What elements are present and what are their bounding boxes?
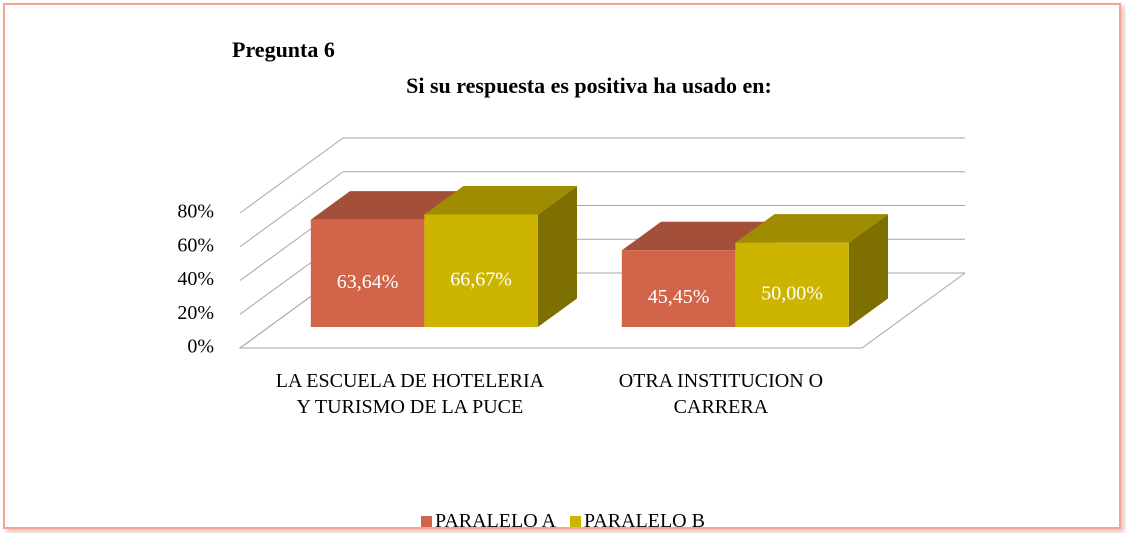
legend-swatch	[421, 516, 433, 527]
x-tick-label: LA ESCUELA DE HOTELERIA Y TURISMO DE LA …	[275, 370, 545, 418]
bar-side	[537, 185, 577, 327]
bar-top	[310, 191, 464, 220]
legend-swatch	[570, 516, 581, 527]
legend-item: PARALELO A	[421, 510, 556, 533]
value-label: 66,67%	[450, 268, 512, 290]
bar-top	[424, 185, 577, 215]
legend-label: PARALELO B	[584, 510, 705, 532]
y-tick-label: 80%	[177, 201, 214, 223]
bar-front	[310, 219, 425, 327]
grid-line	[239, 171, 344, 248]
bar: 50,00%	[735, 214, 888, 327]
chart-subtitle: Si su respuesta es positiva ha usado en:	[406, 73, 772, 98]
bar-front	[621, 250, 736, 327]
y-tick-label: 60%	[177, 234, 214, 256]
grid-line	[239, 137, 344, 214]
bar: 66,67%	[424, 185, 577, 327]
y-tick-label: 20%	[177, 302, 214, 324]
value-label: 45,45%	[648, 286, 710, 308]
bar-front	[735, 242, 849, 327]
y-tick-label: 40%	[177, 268, 214, 290]
y-tick-label: 0%	[187, 336, 214, 358]
x-tick-label: OTRA INSTITUCION O CARRERA	[618, 370, 824, 418]
bar-top	[735, 214, 888, 243]
legend: PARALELO A PARALELO B	[0, 510, 1126, 533]
chart-title: Pregunta 6	[232, 37, 335, 62]
bar-front	[424, 214, 538, 327]
value-label: 50,00%	[761, 282, 823, 304]
bar-side	[848, 214, 888, 327]
legend-label: PARALELO A	[435, 510, 556, 532]
value-label: 63,64%	[337, 271, 399, 293]
legend-item: PARALELO B	[570, 510, 705, 533]
